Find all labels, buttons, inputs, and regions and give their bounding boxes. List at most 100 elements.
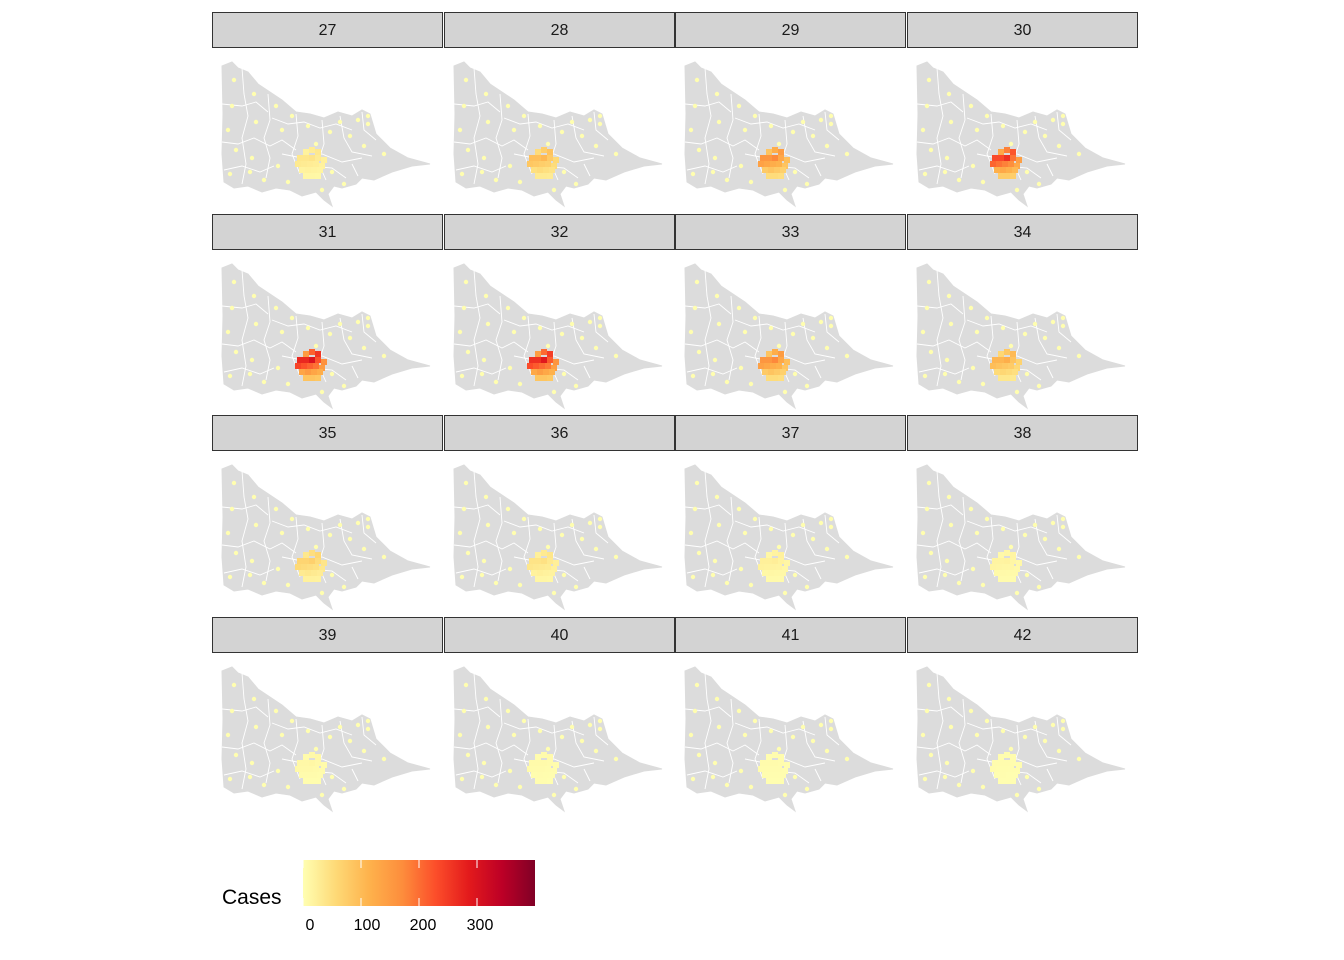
metro-cell — [1014, 163, 1020, 169]
metro-cell — [315, 778, 321, 784]
metro-cell — [541, 155, 547, 161]
region-cell — [285, 381, 291, 387]
metro-cell — [309, 760, 315, 766]
facet-label: 27 — [318, 22, 337, 39]
region-cell — [597, 315, 603, 321]
region-border — [802, 720, 836, 762]
region-cell — [1060, 315, 1066, 321]
metro-cell — [772, 558, 778, 564]
region-cell — [485, 119, 491, 125]
region-border — [918, 770, 970, 778]
region-border — [281, 153, 363, 163]
region-cell — [507, 163, 513, 169]
region-cell — [457, 732, 463, 738]
metro-cell — [309, 576, 315, 582]
region-cell — [1056, 143, 1062, 149]
region-cell — [337, 724, 343, 730]
region-cell — [1008, 141, 1014, 147]
region-cell — [365, 315, 371, 321]
metro-cell — [529, 558, 535, 564]
region-border — [1034, 115, 1068, 157]
state-outline — [453, 263, 663, 410]
region-cell — [1076, 756, 1082, 762]
region-border — [1034, 720, 1068, 762]
metro-cell — [766, 357, 772, 363]
region-cell — [968, 506, 974, 512]
facet-label: 31 — [318, 224, 337, 241]
region-cell — [1076, 151, 1082, 157]
metro-cell — [994, 772, 1000, 778]
region-cell — [247, 572, 253, 578]
region-cell — [696, 550, 702, 556]
metro-cell — [998, 760, 1004, 766]
metro-cell — [309, 155, 315, 161]
region-cell — [716, 724, 722, 730]
region-cell — [463, 682, 469, 688]
region-cell — [736, 103, 742, 109]
metro-cell — [303, 778, 309, 784]
region-cell — [710, 169, 716, 175]
region-cell — [928, 752, 934, 758]
region-cell — [479, 371, 485, 377]
region-cell — [329, 169, 335, 175]
metro-cell — [1004, 778, 1010, 784]
region-cell — [327, 129, 333, 135]
region-cell — [225, 530, 231, 536]
region-border — [503, 117, 585, 131]
region-cell — [690, 171, 696, 177]
metro-cell — [547, 155, 553, 161]
region-cell — [792, 371, 798, 377]
region-cell — [545, 544, 551, 550]
region-border — [455, 568, 507, 576]
facet-label: 33 — [781, 224, 800, 241]
metro-cell — [303, 155, 309, 161]
region-border — [263, 295, 271, 381]
region-cell — [844, 554, 850, 560]
region-border — [958, 93, 966, 179]
region-border — [726, 496, 734, 582]
region-cell — [776, 746, 782, 752]
state-outline — [221, 464, 431, 611]
region-border — [453, 742, 529, 756]
region-border — [726, 698, 734, 784]
region-border — [1056, 111, 1072, 141]
region-border — [223, 165, 275, 173]
region-cell — [948, 724, 954, 730]
metro-cell — [299, 369, 305, 375]
region-cell — [285, 784, 291, 790]
metro-cell — [537, 167, 543, 173]
metro-cell — [1010, 149, 1016, 155]
region-cell — [341, 383, 347, 389]
metro-cell — [547, 558, 553, 564]
metro-cell — [547, 778, 553, 784]
metro-cell — [315, 558, 321, 564]
metro-cell — [776, 161, 782, 167]
region-cell — [517, 582, 523, 588]
metro-cell — [553, 157, 559, 163]
metro-cell — [1014, 566, 1020, 572]
region-cell — [479, 169, 485, 175]
region-border — [824, 111, 840, 141]
metro-cell — [319, 163, 325, 169]
metro-cell — [541, 349, 547, 355]
region-border — [916, 540, 992, 554]
region-cell — [768, 123, 774, 129]
state-outline — [916, 263, 1126, 410]
region-cell — [782, 590, 788, 596]
region-cell — [521, 718, 527, 724]
region-cell — [1050, 722, 1056, 728]
region-border — [966, 722, 1048, 736]
region-cell — [790, 331, 796, 337]
region-border — [281, 758, 363, 768]
region-cell — [1060, 113, 1066, 119]
region-cell — [355, 520, 361, 526]
metro-cell — [547, 149, 553, 155]
region-cell — [944, 760, 950, 766]
region-cell — [511, 732, 517, 738]
region-cell — [692, 506, 698, 512]
metro-cell — [547, 576, 553, 582]
region-border — [351, 768, 359, 782]
region-cell — [493, 580, 499, 586]
metro-cell — [547, 754, 553, 760]
region-cell — [229, 103, 235, 109]
